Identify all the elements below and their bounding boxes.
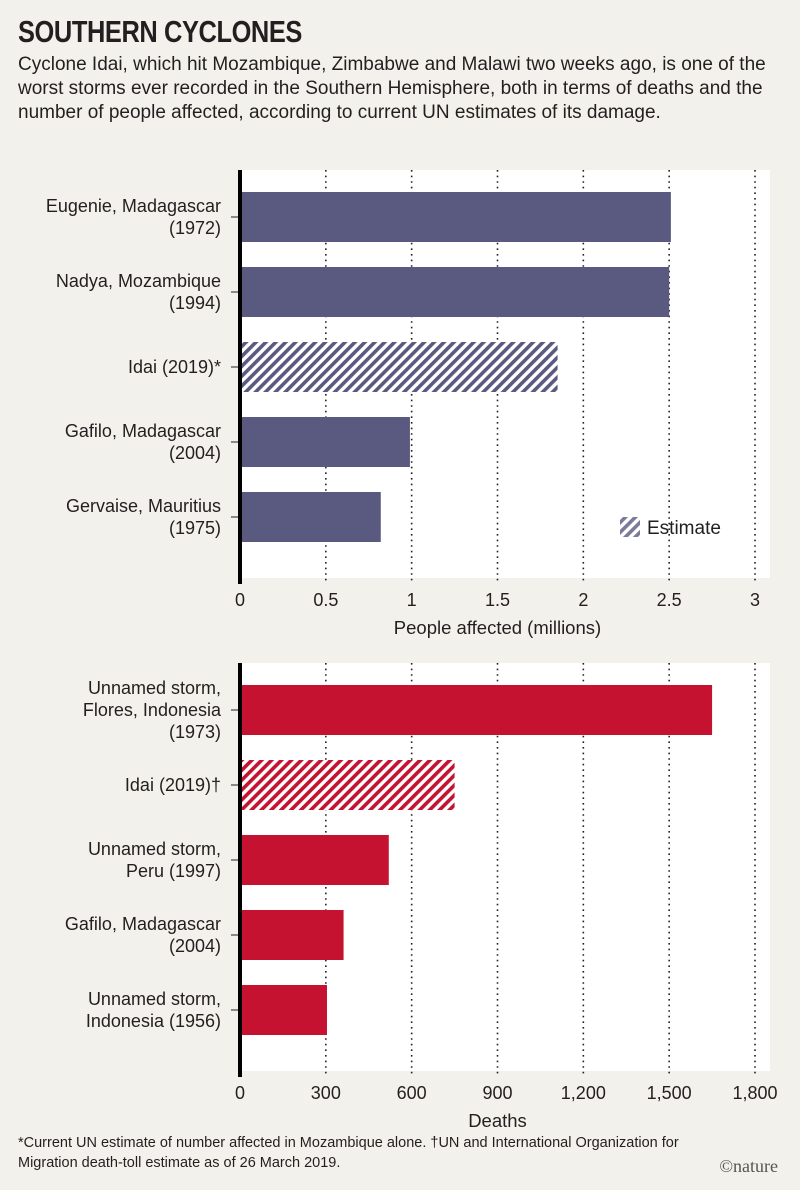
tick-label: 1,800 — [732, 1083, 777, 1103]
nature-logo: ©nature — [719, 1156, 778, 1176]
bar — [240, 267, 670, 317]
tick-label: 1 — [407, 590, 417, 610]
axis-title: People affected (millions) — [394, 617, 601, 638]
bar — [240, 835, 389, 885]
category-label: Gervaise, Mauritius — [66, 496, 221, 516]
category-label: Indonesia (1956) — [86, 1011, 221, 1031]
legend-label: Estimate — [647, 518, 721, 539]
bar — [240, 492, 381, 542]
tick-label: 2 — [578, 590, 588, 610]
category-label: (2004) — [169, 936, 221, 956]
tick-label: 0.5 — [313, 590, 338, 610]
legend-hatch-swatch — [620, 517, 640, 537]
bar — [240, 985, 327, 1035]
category-label: (1975) — [169, 518, 221, 538]
category-label: Nadya, Mozambique — [56, 271, 221, 291]
figure-subtitle: Cyclone Idai, which hit Mozambique, Zimb… — [18, 54, 766, 123]
category-label: Peru (1997) — [126, 861, 221, 881]
figure-title: SOUTHERN CYCLONES — [18, 14, 302, 49]
tick-label: 600 — [397, 1083, 427, 1103]
category-label: Unnamed storm, — [88, 678, 221, 698]
category-label: Gafilo, Madagascar — [65, 914, 221, 934]
tick-label: 0 — [235, 1083, 245, 1103]
tick-label: 1,500 — [647, 1083, 692, 1103]
category-label: Unnamed storm, — [88, 989, 221, 1009]
bar — [240, 417, 410, 467]
category-label: (2004) — [169, 443, 221, 463]
category-label: (1973) — [169, 722, 221, 742]
category-label: Flores, Indonesia — [83, 700, 222, 720]
category-label: Unnamed storm, — [88, 839, 221, 859]
bar — [240, 685, 713, 735]
footnote: *Current UN estimate of number affected … — [18, 1135, 679, 1171]
tick-label: 2.5 — [657, 590, 682, 610]
bar — [240, 760, 455, 810]
category-label: Idai (2019)† — [125, 775, 221, 795]
tick-label: 0 — [235, 590, 245, 610]
bar — [240, 910, 344, 960]
tick-label: 300 — [311, 1083, 341, 1103]
y-axis-line — [238, 663, 242, 1077]
axis-title: Deaths — [468, 1110, 527, 1131]
category-label: Gafilo, Madagascar — [65, 421, 221, 441]
tick-label: 1.5 — [485, 590, 510, 610]
bar — [240, 192, 671, 242]
people-affected-chart: 0 0.5 1 1.5 2 2.5 3 People affected (millions) E… — [46, 170, 770, 638]
tick-label: 900 — [482, 1083, 512, 1103]
deaths-chart: 0 300 600 900 1,200 1,500 1,800 Deaths Unnamed s… — [65, 663, 778, 1131]
category-label: (1994) — [169, 293, 221, 313]
tick-label: 1,200 — [561, 1083, 606, 1103]
category-label: (1972) — [169, 218, 221, 238]
category-label: Idai (2019)* — [128, 357, 221, 377]
tick-label: 3 — [750, 590, 760, 610]
bar — [240, 342, 558, 392]
y-axis-line — [238, 170, 242, 584]
category-label: Eugenie, Madagascar — [46, 196, 221, 216]
